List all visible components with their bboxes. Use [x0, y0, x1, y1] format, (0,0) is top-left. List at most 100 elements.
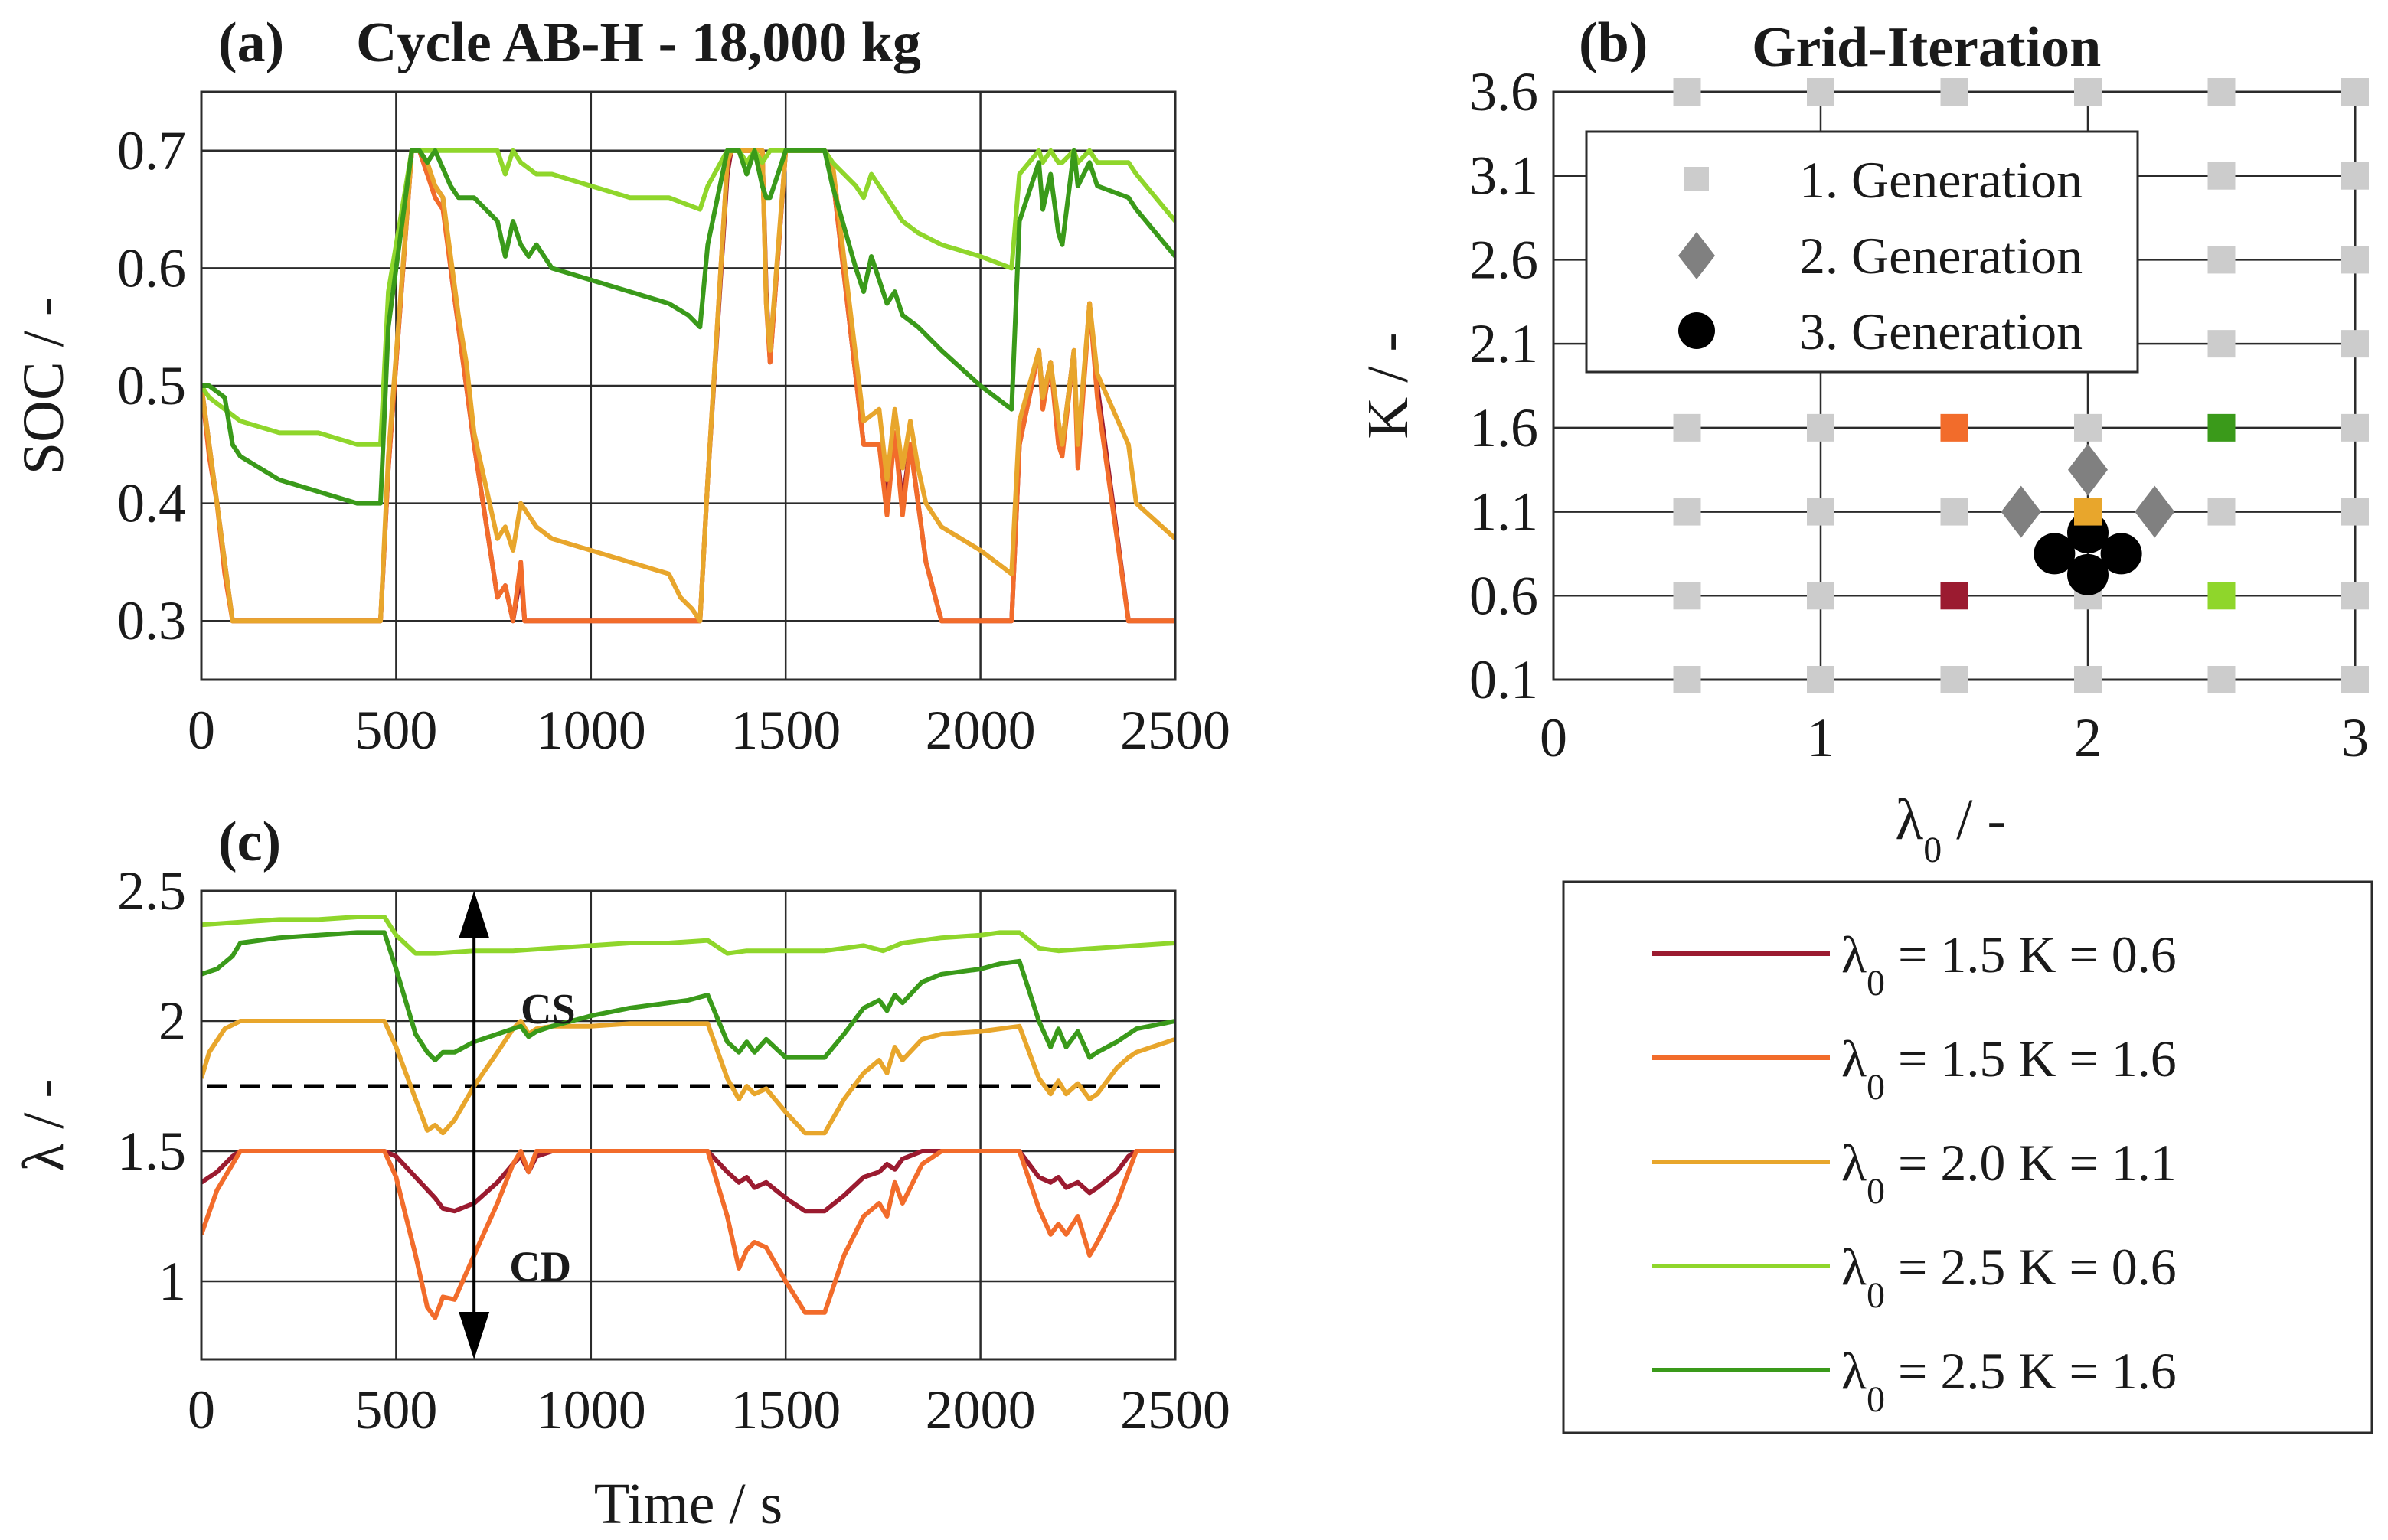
legend-lambda-symbol: λ — [1841, 1029, 1867, 1088]
y-tick-label: 2.6 — [1469, 229, 1538, 290]
x-tick-label: 2 — [2074, 707, 2102, 768]
gen1-point — [2207, 162, 2236, 190]
gen1-point — [1673, 582, 1701, 610]
legend-lambda-symbol: λ — [1841, 1238, 1867, 1296]
legend-line-label: λ0 = 2.0 K = 1.1 — [1841, 1134, 2177, 1212]
x-tick-label: 500 — [354, 1379, 437, 1440]
gen1-point — [1673, 498, 1701, 526]
highlight-point — [1940, 413, 1968, 442]
legend-gen1-marker — [1684, 167, 1709, 191]
y-tick-label: 3.6 — [1469, 61, 1538, 122]
x-tick-label: 2500 — [1120, 1379, 1230, 1440]
legend-gen2-label: 2. Generation — [1799, 227, 2083, 285]
legend-lambda-sub: 0 — [1867, 1171, 1885, 1212]
series-line-l20-k11 — [201, 1019, 1175, 1136]
gen1-point — [2207, 666, 2236, 693]
x-tick-label: 2000 — [926, 1379, 1036, 1440]
gen1-point — [2341, 330, 2369, 358]
x-tick-label: 1500 — [730, 1379, 841, 1440]
gen3-point — [2100, 533, 2142, 575]
legend-value-text: = 2.5 K = 0.6 — [1885, 1238, 2177, 1296]
legend-lambda-sub: 0 — [1867, 963, 1885, 1003]
gen1-point — [2207, 246, 2236, 274]
x-tick-label: 500 — [354, 700, 437, 761]
gen1-point — [2341, 413, 2369, 442]
panel-b-label: (b) — [1579, 11, 1648, 74]
panel-a-frame — [200, 90, 1177, 681]
panel-c-label: (c) — [218, 811, 281, 873]
legend-lambda-symbol: λ — [1841, 1134, 1867, 1192]
panel-b-ylabel: K / - — [1356, 332, 1420, 439]
gen1-point — [2074, 666, 2102, 693]
x-tick-label: 0 — [188, 1379, 215, 1440]
legend-line-label: λ0 = 1.5 K = 0.6 — [1841, 925, 2177, 1003]
panel-b-legend: 1. Generation 2. Generation 3. Generatio… — [1585, 130, 2139, 374]
gen2-point — [2001, 485, 2041, 538]
highlight-point — [2207, 582, 2236, 610]
legend-lambda-symbol: λ — [1841, 1342, 1867, 1400]
gen1-point — [1940, 78, 1968, 106]
series-line-l25-k06 — [201, 915, 1175, 956]
gen1-point — [2341, 78, 2369, 106]
gen1-point — [1673, 666, 1701, 693]
legend-line-label: λ0 = 2.5 K = 1.6 — [1841, 1342, 2177, 1420]
gen1-point — [1673, 413, 1701, 442]
panel-c-series — [201, 915, 1175, 1320]
x-tick-label: 1000 — [536, 700, 646, 761]
y-tick-label: 2.1 — [1469, 313, 1538, 374]
x-tick-label: 0 — [188, 700, 215, 761]
series-line-l15-k16 — [201, 1149, 1175, 1320]
legend-lambda-symbol: λ — [1841, 925, 1867, 984]
y-tick-label: 0.3 — [117, 590, 186, 651]
series-line-l15-k06 — [201, 1149, 1175, 1214]
gen1-point — [2341, 498, 2369, 526]
arrow-up-head — [459, 891, 490, 938]
gen1-point — [1807, 78, 1834, 106]
series-line-l25-k16 — [201, 930, 1175, 1062]
y-tick-label: 0.6 — [1469, 565, 1538, 626]
gen1-point — [2341, 582, 2369, 610]
panel-a-series — [201, 148, 1175, 624]
panel-c-frame — [200, 889, 1177, 1361]
legend-line-label: λ0 = 1.5 K = 1.6 — [1841, 1029, 2177, 1108]
line-legend-box — [1562, 880, 2373, 1434]
x-tick-label: 2500 — [1120, 700, 1230, 761]
gen1-point — [2074, 78, 2102, 106]
panel-c-annotation-cs: CS — [521, 986, 576, 1033]
gen2-point — [2068, 443, 2108, 496]
gen1-point — [1940, 666, 1968, 693]
gen1-point — [1807, 582, 1834, 610]
panel-b-xlabel-sub: 0 — [1923, 830, 1942, 870]
legend-gen1-label: 1. Generation — [1799, 151, 2083, 209]
gen1-point — [1807, 666, 1834, 693]
panel-a-ylabel: SOC / - — [11, 297, 76, 475]
legend-gen2-marker — [1678, 232, 1715, 279]
panel-b-ticks: 0 1 2 3 0.1 0.6 1.1 1.6 2.1 2.6 3.1 3.6 — [1469, 61, 2369, 768]
x-tick-label: 2000 — [926, 700, 1036, 761]
panel-b-xlabel-symbol: λ — [1895, 788, 1923, 852]
x-tick-label: 1000 — [536, 1379, 646, 1440]
series-line-l25-k16 — [201, 148, 1175, 506]
panel-b-xlabel-suffix: / - — [1942, 788, 2006, 852]
panel-c-ticks: 0 500 1000 1500 2000 2500 1 1.5 2 2.5 — [117, 860, 1230, 1440]
panel-c-grid — [201, 891, 1175, 1359]
arrow-down-head — [459, 1312, 490, 1359]
panel-a-label: (a) — [218, 11, 284, 74]
legend-value-text: = 1.5 K = 0.6 — [1885, 925, 2177, 984]
legend-lambda-sub: 0 — [1867, 1379, 1885, 1420]
gen1-point — [2341, 162, 2369, 190]
gen1-point — [1673, 78, 1701, 106]
gen3-point — [2034, 533, 2076, 575]
gen1-point — [2341, 666, 2369, 693]
gen1-point — [2341, 246, 2369, 274]
panel-b-xlabel: λ0 / - — [1895, 788, 2006, 870]
x-tick-label: 1500 — [730, 700, 841, 761]
panel-c-xlabel: Time / s — [594, 1472, 782, 1536]
legend-value-text: = 2.0 K = 1.1 — [1885, 1134, 2177, 1192]
panel-c-lambda-chart: CS CD 0 500 1000 1500 2000 2500 1 1.5 2 2.5 (c) λ… — [11, 811, 1230, 1536]
y-tick-label: 0.1 — [1469, 649, 1538, 710]
x-tick-label: 3 — [2341, 707, 2369, 768]
highlight-point — [2207, 413, 2236, 442]
